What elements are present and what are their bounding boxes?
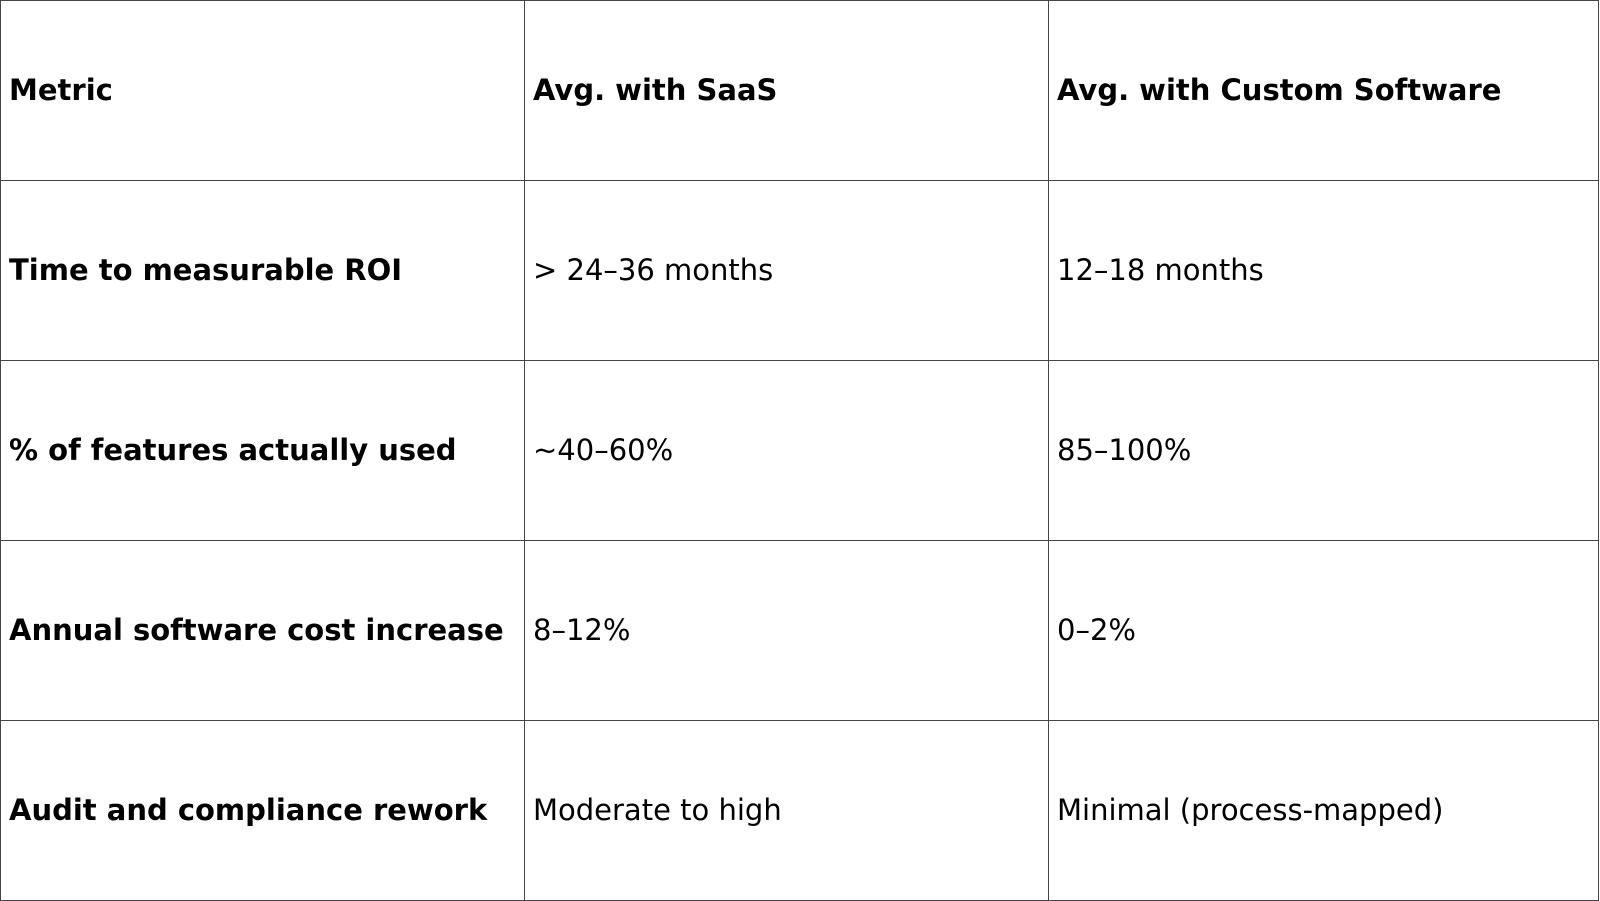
saas-value-cell: 8–12% xyxy=(524,540,1049,721)
custom-value-cell: 0–2% xyxy=(1048,540,1599,721)
table-row: Audit and compliance rework Moderate to … xyxy=(0,720,1599,901)
saas-value-cell: ~40–60% xyxy=(524,360,1049,541)
table-row: Annual software cost increase 8–12% 0–2% xyxy=(0,540,1599,721)
header-saas: Avg. with SaaS xyxy=(524,0,1049,181)
header-custom-software: Avg. with Custom Software xyxy=(1048,0,1599,181)
metric-cell: Audit and compliance rework xyxy=(0,720,525,901)
saas-value-cell: > 24–36 months xyxy=(524,180,1049,361)
table-header-row: Metric Avg. with SaaS Avg. with Custom S… xyxy=(0,0,1599,181)
custom-value-cell: 85–100% xyxy=(1048,360,1599,541)
custom-value-cell: Minimal (process-mapped) xyxy=(1048,720,1599,901)
metric-cell: Time to measurable ROI xyxy=(0,180,525,361)
table-row: % of features actually used ~40–60% 85–1… xyxy=(0,360,1599,541)
header-metric: Metric xyxy=(0,0,525,181)
metric-cell: % of features actually used xyxy=(0,360,525,541)
metric-cell: Annual software cost increase xyxy=(0,540,525,721)
saas-value-cell: Moderate to high xyxy=(524,720,1049,901)
custom-value-cell: 12–18 months xyxy=(1048,180,1599,361)
table-row: Time to measurable ROI > 24–36 months 12… xyxy=(0,180,1599,361)
